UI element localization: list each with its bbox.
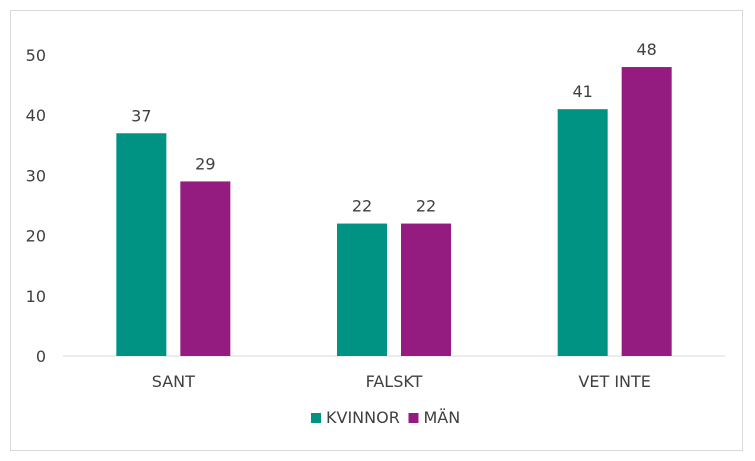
bar-kvinnor-falskt xyxy=(337,223,387,356)
data-label: 29 xyxy=(195,154,215,173)
data-label: 22 xyxy=(416,197,436,216)
bar-m-n-sant xyxy=(180,181,231,356)
x-tick-label: SANT xyxy=(152,372,195,391)
x-tick-label: FALSKT xyxy=(366,372,423,391)
bar-m-n-vet-inte xyxy=(621,67,672,356)
y-tick-label: 30 xyxy=(26,166,46,185)
data-label: 22 xyxy=(352,197,372,216)
y-tick-label: 20 xyxy=(26,227,46,246)
bar-kvinnor-vet-inte xyxy=(557,109,608,357)
y-tick-label: 0 xyxy=(36,347,46,366)
legend-label: KVINNOR xyxy=(326,408,400,427)
data-label: 48 xyxy=(636,40,656,59)
data-label: 41 xyxy=(572,82,592,101)
bar-m-n-falskt xyxy=(401,223,451,356)
legend-label: MÄN xyxy=(424,408,461,427)
data-label: 37 xyxy=(131,106,151,125)
y-tick-label: 50 xyxy=(26,46,46,65)
legend-swatch xyxy=(311,413,321,423)
y-tick-label: 40 xyxy=(26,106,46,125)
x-tick-label: VET INTE xyxy=(578,372,650,391)
bar-kvinnor-sant xyxy=(116,133,167,356)
legend-swatch xyxy=(408,413,419,423)
y-tick-label: 10 xyxy=(26,287,46,306)
